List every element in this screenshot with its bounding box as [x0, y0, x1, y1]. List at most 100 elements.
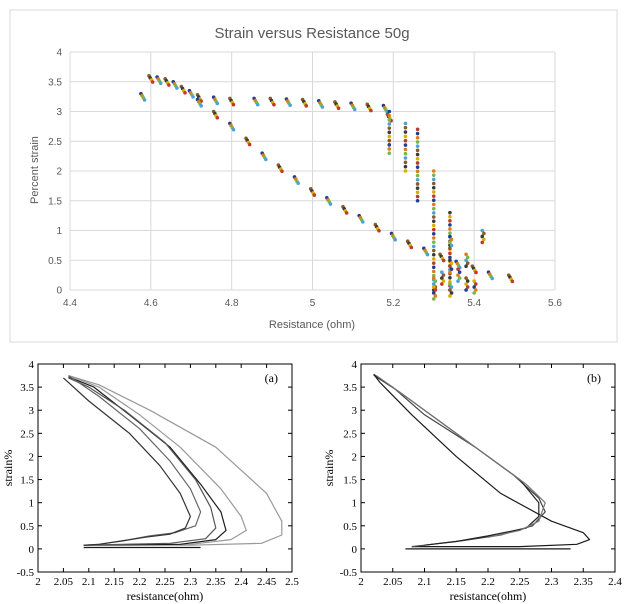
scatter-point	[457, 270, 462, 274]
scatter-point	[431, 227, 436, 232]
x-tick-label: 2.4	[234, 576, 248, 588]
scatter-point	[472, 279, 476, 283]
scatter-point	[167, 83, 171, 87]
scatter-point	[431, 297, 436, 301]
scatter-point	[415, 127, 420, 132]
scatter-point	[415, 152, 420, 157]
scatter-point	[431, 276, 436, 280]
scatter-point	[433, 279, 438, 283]
scatter-point	[465, 279, 470, 283]
scatter-point	[441, 258, 446, 263]
scatter-point	[510, 279, 515, 284]
y-tick-label: 3	[29, 405, 35, 417]
scatter-point	[415, 135, 420, 140]
scatter-point	[490, 276, 494, 281]
scatter-point	[433, 288, 438, 292]
scatter-point	[431, 173, 436, 177]
scatter-point	[464, 282, 468, 286]
scatter-point	[456, 279, 460, 283]
scatter-point	[431, 248, 436, 253]
x-tick-label: 2.35	[574, 576, 594, 588]
scatter-point	[449, 243, 454, 248]
panel-a-x-axis-label: resistance(ohm)	[127, 589, 204, 603]
scatter-point	[431, 215, 436, 219]
panel-b-chart: 2 2.05 2.1 2.15 2.2 2.25 2.3 2.35 2.4 -0.5 0 0.5 1 1.…	[322, 359, 622, 603]
panel-b-y-axis-label: strain%	[322, 450, 336, 487]
scatter-point	[352, 107, 357, 112]
y-tick-label: -0.5	[340, 567, 358, 579]
scatter-point	[440, 270, 444, 274]
scatter-point	[431, 202, 436, 207]
x-tick-label: 2.1	[418, 576, 432, 588]
y-tick-label: 2	[29, 451, 35, 463]
y-tick-label: 1	[29, 498, 35, 510]
top-x-tick-label: 4.6	[144, 298, 158, 309]
scatter-point	[448, 258, 452, 263]
top-scatter-chart: Strain versus Resistance 50g 0 0.5 1 1.5 2 2.…	[9, 9, 618, 343]
top-y-tick-label: 3.5	[48, 77, 62, 88]
scatter-point	[403, 130, 408, 134]
scatter-point	[403, 147, 408, 152]
scatter-point	[464, 276, 468, 280]
y-tick-label: 0	[29, 544, 35, 556]
strain-curve	[68, 377, 217, 546]
scatter-point	[387, 147, 392, 151]
scatter-point	[387, 130, 392, 135]
y-tick-label: 1.5	[20, 475, 34, 487]
y-tick-label: 2.5	[343, 428, 357, 440]
top-x-tick-label: 5.6	[548, 298, 562, 309]
scatter-point	[431, 181, 436, 186]
strain-curve	[373, 373, 546, 548]
scatter-point	[415, 190, 420, 195]
scatter-point	[387, 138, 392, 143]
scatter-point	[448, 282, 452, 286]
scatter-point	[288, 103, 292, 108]
top-y-tick-label: 1.5	[48, 196, 62, 207]
scatter-point	[448, 264, 452, 269]
scatter-point	[431, 169, 436, 173]
scatter-point	[448, 288, 452, 292]
y-tick-label: 4	[352, 359, 358, 371]
scatter-point	[231, 127, 236, 132]
x-tick-label: 2.5	[285, 576, 299, 588]
scatter-point	[465, 285, 470, 289]
y-tick-label: 1.5	[343, 475, 357, 487]
scatter-point	[474, 270, 478, 275]
scatter-point	[142, 98, 147, 102]
scatter-point	[403, 169, 408, 173]
scatter-point	[393, 237, 397, 242]
scatter-point	[415, 186, 420, 190]
panel-a-axes-box	[37, 363, 293, 573]
scatter-point	[448, 255, 452, 260]
scatter-point	[215, 101, 220, 106]
scatter-point	[387, 109, 392, 114]
strain-curve	[62, 377, 191, 546]
scatter-point	[480, 234, 485, 239]
scatter-point	[387, 118, 392, 122]
scatter-point	[415, 161, 420, 165]
x-tick-label: 2.15	[447, 576, 467, 588]
panel-b-axes-box	[360, 363, 616, 573]
scatter-point	[415, 144, 420, 148]
top-scatter-points	[139, 74, 515, 301]
panel-b-label: (b)	[587, 371, 601, 385]
x-tick-label: 2.45	[257, 576, 277, 588]
top-y-tick-label: 0	[56, 286, 62, 297]
scatter-point	[280, 169, 284, 174]
scatter-point	[448, 214, 452, 219]
scatter-point	[361, 220, 365, 224]
scatter-point	[158, 81, 163, 86]
scatter-point	[150, 80, 155, 84]
strain-curve	[68, 376, 227, 546]
scatter-point	[448, 227, 452, 231]
scatter-point	[431, 236, 436, 240]
x-tick-label: 2.25	[510, 576, 530, 588]
scatter-point	[448, 275, 452, 280]
scatter-point	[425, 252, 430, 257]
scatter-point	[457, 276, 462, 280]
x-tick-label: 2.05	[383, 576, 403, 588]
scatter-point	[441, 273, 446, 277]
scatter-point	[482, 231, 486, 236]
scatter-point	[464, 288, 468, 292]
scatter-point	[456, 267, 460, 271]
